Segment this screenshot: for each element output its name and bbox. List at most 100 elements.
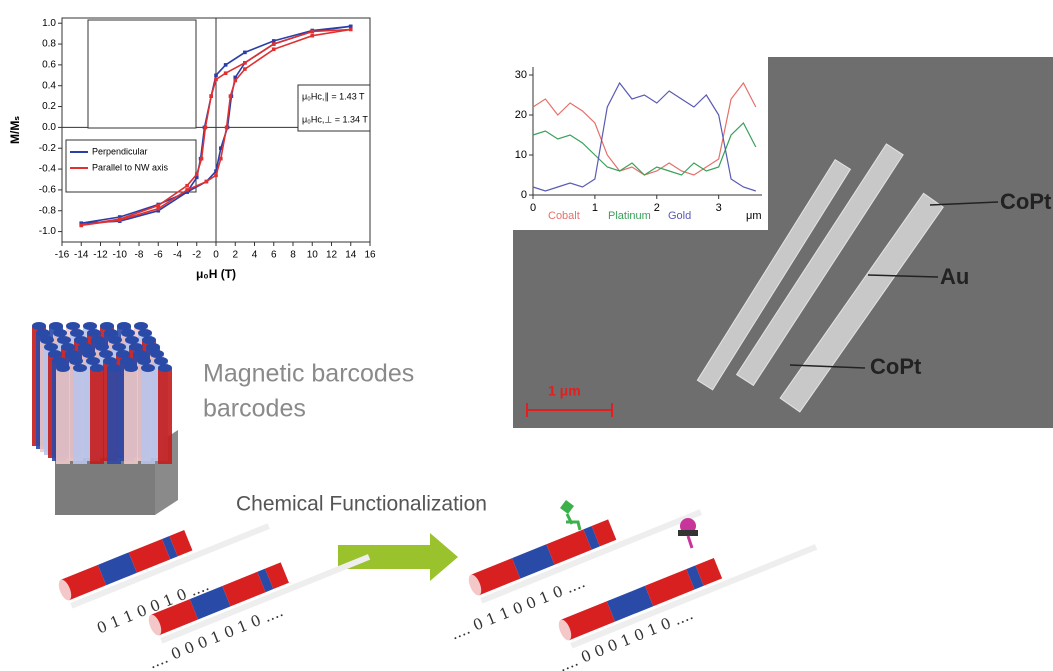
nanowire-top <box>49 322 63 330</box>
nanowire-column <box>56 368 70 464</box>
nanowire-column <box>158 368 172 464</box>
legend-label: Parallel to NW axis <box>92 162 169 172</box>
sem-label: CoPt <box>1000 189 1052 214</box>
data-point <box>310 30 314 34</box>
data-point <box>349 28 353 32</box>
barcode-block <box>32 322 178 515</box>
y-tick-label: 0.8 <box>42 39 56 50</box>
x-axis-label: μ₀H (T) <box>196 267 236 281</box>
block-caption: Magnetic barcodes <box>203 360 414 388</box>
x-tick-label: 14 <box>345 250 357 261</box>
x-tick-label: -6 <box>154 250 163 261</box>
nanowire-top <box>125 336 139 344</box>
data-point <box>209 94 213 98</box>
data-point <box>214 78 218 82</box>
x-tick-label: 8 <box>290 250 296 261</box>
y-tick-label: -0.4 <box>39 164 57 175</box>
nanowire-top <box>36 329 50 337</box>
nanowire-top <box>65 350 79 358</box>
nanowire-top <box>40 336 54 344</box>
nanowire-top <box>117 322 131 330</box>
inset <box>88 20 196 128</box>
sem-label: Au <box>940 264 969 289</box>
molecule <box>560 500 574 514</box>
x-tick-label: 12 <box>326 250 338 261</box>
nanowire-top <box>87 329 101 337</box>
nanowire-top <box>112 343 126 351</box>
nanowire-column <box>124 368 138 464</box>
nanowire-top <box>116 350 130 358</box>
nanowire-top <box>91 336 105 344</box>
legend-label: Cobalt <box>548 210 580 222</box>
nanowire-top <box>95 343 109 351</box>
nanowire-column <box>90 368 104 464</box>
nanowire-top <box>70 329 84 337</box>
molecule-link <box>678 530 698 536</box>
nanowire-column <box>107 368 121 464</box>
nanowire-column <box>141 368 155 464</box>
x-tick-label: 2 <box>232 250 238 261</box>
data-point <box>272 47 276 51</box>
data-point <box>214 174 218 178</box>
nanowire-top <box>134 322 148 330</box>
y-tick-label: 20 <box>515 109 527 121</box>
nanowire-top <box>53 329 67 337</box>
data-point <box>224 63 228 67</box>
annotation: μ₀Hc,⊥ = 1.34 T <box>302 114 368 124</box>
data-point <box>243 61 247 65</box>
nanowire-top <box>90 364 104 372</box>
x-tick-label: 10 <box>307 250 319 261</box>
y-tick-label: 1.0 <box>42 18 56 29</box>
y-tick-label: -0.6 <box>39 185 57 196</box>
data-point <box>156 204 160 208</box>
nanowire-top <box>104 329 118 337</box>
x-tick-label: 3 <box>716 202 722 214</box>
data-point <box>224 71 228 75</box>
nanowire-top <box>82 350 96 358</box>
data-point <box>310 34 314 38</box>
x-tick-label: 16 <box>364 250 376 261</box>
x-tick-label: 4 <box>252 250 258 261</box>
nanowire-top <box>100 322 114 330</box>
y-tick-label: 30 <box>515 69 527 81</box>
data-point <box>233 79 237 83</box>
nanowire-top <box>66 322 80 330</box>
page: {"chart_data": [ {"type": "line", "xlabe… <box>0 0 1053 671</box>
nanowire-top <box>32 322 46 330</box>
legend-label: Perpendicular <box>92 146 148 156</box>
nanowire-top <box>150 350 164 358</box>
process-arrow <box>338 533 458 581</box>
y-tick-label: 0.0 <box>42 122 56 133</box>
nanowire-top <box>142 336 156 344</box>
y-tick-label: -0.8 <box>39 205 57 216</box>
data-point <box>272 42 276 46</box>
data-point <box>79 224 83 228</box>
nanowire-top <box>56 364 70 372</box>
x-tick-label: -4 <box>173 250 182 261</box>
data-point <box>243 51 247 55</box>
data-point <box>195 172 199 176</box>
annotation: μ₀Hc,∥ = 1.43 T <box>302 91 365 101</box>
x-tick-label: 2 <box>654 202 660 214</box>
profile-panel <box>513 57 768 230</box>
nanowire-top <box>137 357 151 365</box>
nanowire-top <box>121 329 135 337</box>
arrow-caption: Chemical Functionalization <box>236 493 487 516</box>
nanowire-top <box>103 357 117 365</box>
x-tick-label: -10 <box>113 250 128 261</box>
nanowire-top <box>52 357 66 365</box>
data-point <box>229 94 233 98</box>
x-tick-label: -8 <box>135 250 144 261</box>
data-point <box>205 180 209 184</box>
nanowire-top <box>133 350 147 358</box>
data-point <box>185 184 189 188</box>
molecule-stem <box>566 514 580 530</box>
page-body: CoPt Au CoPt 1 μm Magnetic barcodes barc… <box>0 0 1053 671</box>
y-tick-label: 0.4 <box>42 80 56 91</box>
x-tick-label: 0 <box>213 250 219 261</box>
figure: CoPt Au CoPt 1 μm Magnetic barcodes barc… <box>0 0 1053 671</box>
nanowire-top <box>138 329 152 337</box>
legend-label: Gold <box>668 210 691 222</box>
nanowire-top <box>99 350 113 358</box>
x-tick-label: 0 <box>530 202 536 214</box>
